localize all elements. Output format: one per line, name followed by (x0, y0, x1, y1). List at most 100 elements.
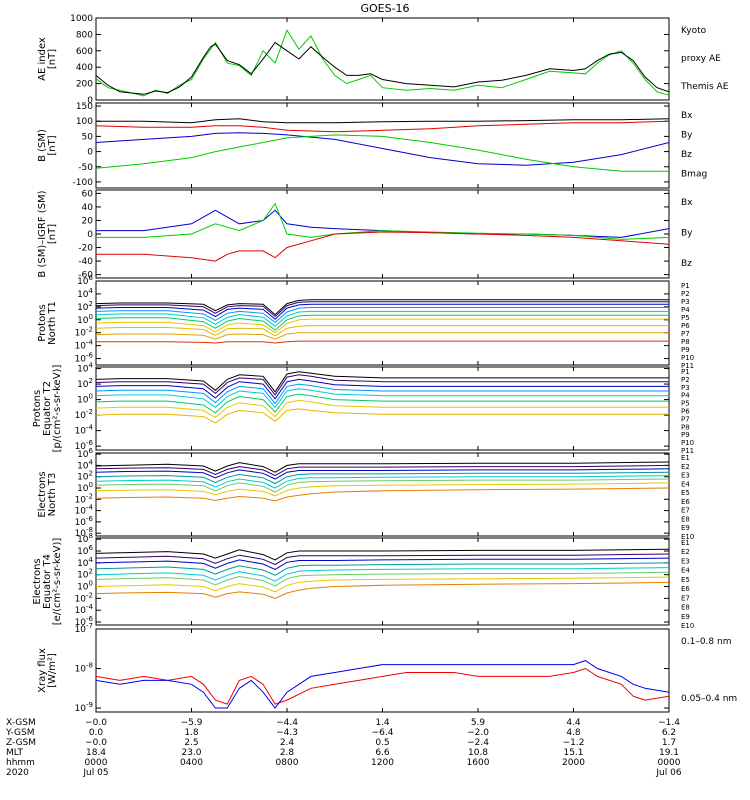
legend-entry: P10 (681, 439, 694, 447)
x-row-value: 1.4 (375, 718, 390, 728)
x-row-value: 0000 (658, 758, 681, 768)
x-row-value: −4.3 (276, 728, 298, 738)
x-row-label: 2020 (6, 768, 29, 778)
x-row-value: 2.5 (184, 738, 198, 748)
legend-entry: P8 (681, 423, 690, 431)
y-tick-label: 100 (77, 313, 93, 326)
series-line-5 (96, 478, 669, 493)
series-group (96, 461, 669, 502)
legend-entry: P6 (681, 322, 690, 330)
x-row-value: Jul 05 (82, 768, 108, 778)
series-line-2 (96, 468, 669, 480)
legend-entry: E3 (681, 472, 690, 480)
y-tick-label: 100 (77, 393, 93, 406)
legend-entry: P1 (681, 368, 690, 376)
legend-entry: 0.1–0.8 nm (681, 637, 731, 647)
series-line-1 (96, 134, 669, 172)
y-tick-label: 102 (77, 300, 93, 313)
x-row-value: 0.5 (375, 738, 389, 748)
series-line-3 (96, 307, 669, 324)
series-line-3 (96, 383, 669, 405)
series-line-9 (96, 340, 669, 344)
legend-entry: By (681, 229, 693, 239)
y-tick-label: 400 (76, 63, 93, 73)
legend-entry: P11 (681, 362, 694, 370)
legend-entry: E10 (681, 622, 694, 630)
series-line-0 (96, 299, 669, 316)
legend-entry: Themis AE (680, 82, 729, 92)
series-line-7 (96, 408, 669, 424)
y-tick-label: 10-8 (75, 662, 93, 675)
series-line-0 (96, 461, 669, 473)
legend-entry: By (681, 131, 693, 141)
series-line-3 (96, 118, 669, 124)
legend-entry: P7 (681, 415, 690, 423)
y-tick-label: 104 (77, 287, 93, 300)
series-line-0 (96, 132, 669, 166)
x-row-value: −2.0 (467, 728, 489, 738)
legend-entry: P5 (681, 314, 690, 322)
x-row-value: 4.8 (566, 728, 581, 738)
legend-entry: P10 (681, 354, 694, 362)
y-tick-label: 200 (76, 80, 93, 90)
y-tick-label: 60 (82, 189, 94, 199)
series-line-5 (96, 314, 669, 331)
y-tick-label: 150 (76, 102, 93, 112)
legend-entry: E9 (681, 613, 690, 621)
x-row-value: 1600 (467, 758, 490, 768)
x-row-value: 2.8 (280, 748, 295, 758)
series-line-5 (96, 571, 669, 587)
legend-entry: P9 (681, 431, 690, 439)
y-tick-label: 40 (82, 203, 94, 213)
series-line-2 (96, 231, 669, 262)
series-line-1 (96, 41, 669, 95)
panel-frame (95, 189, 670, 279)
series-line-1 (96, 464, 669, 477)
figure-title: GOES-16 (360, 2, 409, 15)
x-row-value: 5.9 (471, 718, 486, 728)
x-row-label: MLT (6, 748, 24, 758)
series-line-2 (96, 120, 669, 133)
y-tick-label: 600 (76, 47, 93, 57)
legend-entry: E4 (681, 567, 690, 575)
legend-entry: E10 (681, 533, 694, 541)
series-line-0 (96, 29, 669, 97)
x-row-value: 4.4 (566, 718, 581, 728)
x-row-label: hhmm (6, 758, 35, 768)
x-row-value: 1.7 (662, 738, 676, 748)
x-row-value: 1.8 (184, 728, 199, 738)
y-tick-label: 0 (87, 148, 93, 158)
panel-5: 10610410210010-210-410-610-8ElectronsNor… (37, 447, 694, 541)
x-row-value: 6.6 (375, 748, 390, 758)
series-line-1 (96, 660, 669, 709)
y-axis-label: Xray flux[W/m²] (37, 648, 58, 693)
legend-entry: E9 (681, 524, 690, 532)
y-axis-label: ElectronsNorth T3 (37, 471, 58, 517)
legend-entry: E5 (681, 576, 690, 584)
y-tick-label: 10-4 (75, 424, 94, 437)
legend-entry: E7 (681, 594, 690, 602)
x-row-value: Jul 06 (655, 768, 681, 778)
series-line-7 (96, 487, 669, 502)
y-axis-label: B (SM)–IGRF (SM)[nT] (37, 190, 58, 277)
series-group (96, 660, 669, 709)
legend-entry: P2 (681, 290, 690, 298)
x-row-value: 0000 (85, 758, 108, 768)
series-line-0 (96, 548, 669, 561)
x-row-value: 0800 (276, 758, 299, 768)
y-tick-label: 800 (76, 30, 93, 40)
y-tick-label: 102 (77, 377, 93, 390)
series-line-7 (96, 325, 669, 337)
x-row-value: 1200 (371, 758, 394, 768)
x-row-value: 19.1 (659, 748, 679, 758)
series-line-2 (96, 378, 669, 400)
legend-entry: P2 (681, 376, 690, 384)
y-axis-label: ProtonsEquator T2[p/(cm²-s-sr-keV)] (32, 365, 63, 453)
x-row-value: 2000 (562, 758, 585, 768)
legend-entry: P9 (681, 346, 690, 354)
legend-entry: Bz (681, 150, 692, 160)
y-axis-label: AE index[nT] (37, 37, 58, 81)
series-line-0 (96, 667, 669, 705)
